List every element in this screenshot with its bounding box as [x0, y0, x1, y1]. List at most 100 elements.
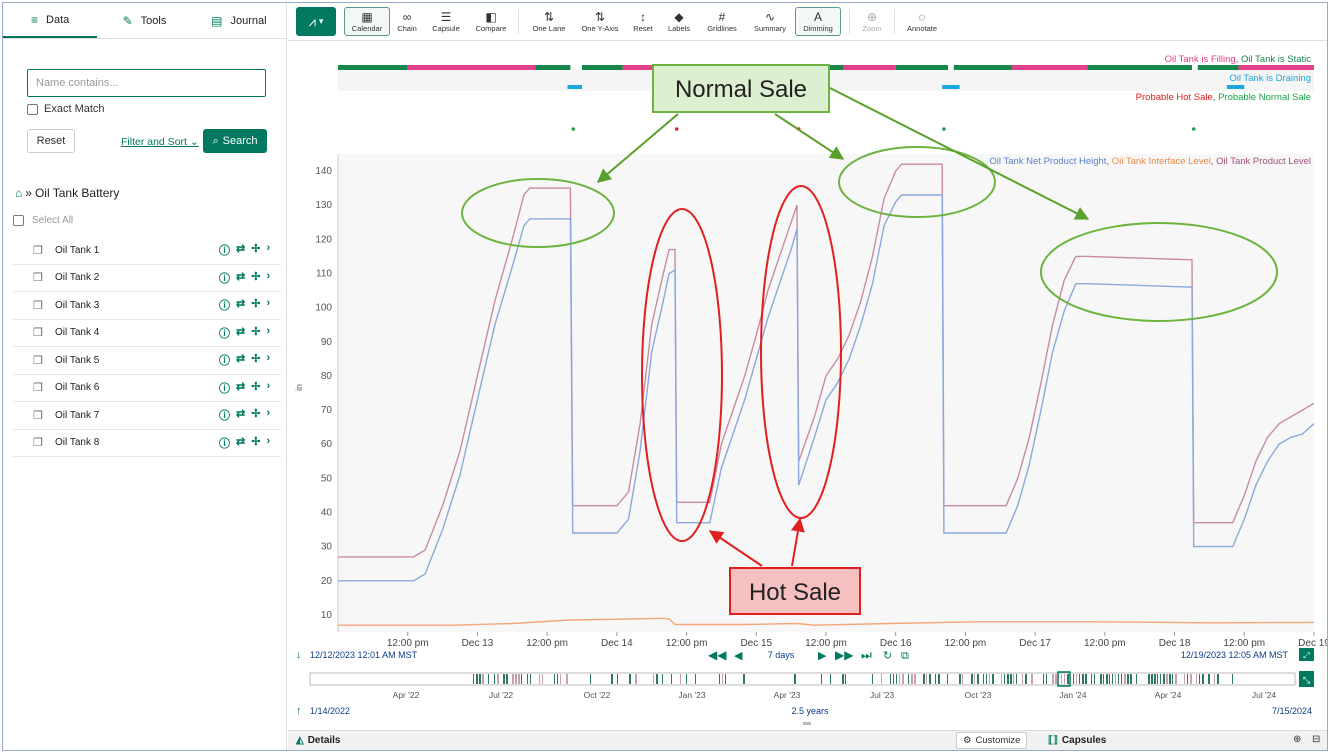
step-end-icon[interactable]: ⏭ [861, 648, 872, 662]
arrow-up-icon[interactable]: ↑ [296, 705, 302, 717]
breadcrumb[interactable]: ⌂ » Oil Tank Battery [15, 186, 119, 200]
overview-strip[interactable]: ⤡ [309, 671, 1314, 687]
pin-icon[interactable]: ✢ [251, 243, 261, 256]
reset-button[interactable]: Reset [27, 129, 75, 153]
minimize-icon[interactable]: ⊟ [1312, 734, 1321, 745]
sale-capsule-dot[interactable] [571, 127, 576, 131]
copy-range-icon[interactable]: ⧉ [901, 650, 909, 662]
capsule-segment[interactable] [1238, 65, 1314, 70]
chart-type-button[interactable]: ⩘ ▾ [296, 7, 336, 36]
labels-button[interactable]: ◆ Labels [664, 7, 694, 36]
swap-icon[interactable]: ⇄ [236, 298, 246, 311]
list-item[interactable]: ❒ Oil Tank 8 ⓘ ⇄ ✢ › [13, 430, 281, 457]
swap-icon[interactable]: ⇄ [236, 380, 246, 393]
capsule-segment[interactable] [535, 65, 571, 70]
sale-capsule-dot[interactable] [1191, 127, 1196, 131]
chain-button[interactable]: ∞ Chain [394, 7, 420, 36]
step-forward-full-icon[interactable]: ▶▶ [835, 648, 854, 662]
overview-track[interactable] [309, 672, 1296, 686]
info-icon[interactable]: ⓘ [219, 437, 230, 450]
pin-icon[interactable]: ✢ [251, 353, 261, 366]
info-icon[interactable]: ⓘ [219, 382, 230, 395]
tab-tools[interactable]: ✎ Tools [97, 3, 191, 38]
chevron-right-icon[interactable]: › [266, 407, 271, 420]
search-button[interactable]: ⌕ Search [203, 129, 267, 153]
list-item[interactable]: ❒ Oil Tank 1 ⓘ ⇄ ✢ › [13, 237, 281, 265]
trend-chart[interactable]: Oil Tank is Filling, Oil Tank is Static … [288, 41, 1328, 730]
filter-sort-link[interactable]: Filter and Sort ⌄ [121, 136, 199, 148]
investigate-duration[interactable]: 2.5 years [791, 706, 829, 716]
overview-zoom-button[interactable] [1299, 671, 1314, 687]
home-icon[interactable]: ⌂ [15, 186, 23, 200]
info-icon[interactable]: ⓘ [219, 272, 230, 285]
list-item[interactable]: ❒ Oil Tank 7 ⓘ ⇄ ✢ › [13, 402, 281, 430]
display-start-time[interactable]: 12/12/2023 12:01 AM MST [310, 650, 418, 660]
exact-match[interactable]: Exact Match [27, 103, 105, 115]
pin-icon[interactable]: ✢ [251, 380, 261, 393]
capsules-pane-toggle[interactable]: ⟦⟧ Capsules [1048, 735, 1106, 746]
chevron-right-icon[interactable]: › [266, 242, 271, 255]
chevron-right-icon[interactable]: › [266, 379, 271, 392]
drain-capsule[interactable] [567, 85, 582, 89]
expand-button[interactable] [1299, 648, 1314, 661]
step-back-icon[interactable]: ◀ [734, 650, 743, 662]
step-forward-icon[interactable]: ▶ [818, 650, 827, 662]
info-icon[interactable]: ⓘ [219, 355, 230, 368]
pin-icon[interactable]: ✢ [251, 408, 261, 421]
display-end-time[interactable]: 12/19/2023 12:05 AM MST [1181, 650, 1289, 660]
series-line-oil-tank-net-product-height[interactable] [338, 194, 1315, 582]
list-item[interactable]: ❒ Oil Tank 6 ⓘ ⇄ ✢ › [13, 375, 281, 402]
compare-button[interactable]: ◧ Compare [472, 7, 510, 36]
capsule-segment[interactable] [843, 65, 896, 70]
chevron-right-icon[interactable]: › [266, 297, 271, 310]
resize-handle[interactable] [803, 722, 811, 725]
pin-icon[interactable]: ✢ [251, 435, 261, 448]
info-icon[interactable]: ⓘ [219, 245, 230, 258]
chevron-right-icon[interactable]: › [266, 269, 271, 282]
capsule-segment[interactable] [953, 65, 1012, 70]
swap-icon[interactable]: ⇄ [236, 243, 246, 256]
zoom-in-icon[interactable]: ⊕ [1293, 734, 1302, 745]
customize-button[interactable]: ⚙ Customize [956, 732, 1028, 749]
sale-capsule-dot[interactable] [942, 127, 946, 131]
chevron-right-icon[interactable]: › [266, 434, 271, 447]
exact-match-checkbox[interactable] [27, 103, 38, 115]
sale-capsule-dot[interactable] [674, 127, 679, 131]
details-pane-toggle[interactable]: ◭ Details [296, 735, 341, 746]
swap-icon[interactable]: ⇄ [236, 408, 246, 421]
capsule-segment[interactable] [1011, 65, 1088, 70]
one-y-axis-button[interactable]: ⇅ One Y-Axis [578, 7, 622, 36]
capsule-button[interactable]: ☰ Capsule [428, 7, 464, 36]
investigate-start[interactable]: 1/14/2022 [310, 706, 350, 716]
capsule-segment[interactable] [582, 65, 623, 70]
chevron-right-icon[interactable]: › [266, 324, 271, 337]
investigate-end[interactable]: 7/15/2024 [1272, 706, 1312, 716]
annotate-button[interactable]: ◌ Annotate [902, 7, 942, 36]
capsule-segment[interactable] [1087, 65, 1192, 70]
info-icon[interactable]: ⓘ [219, 300, 230, 313]
arrow-down-icon[interactable]: ↓ [296, 649, 302, 661]
pin-icon[interactable]: ✢ [251, 298, 261, 311]
info-icon[interactable]: ⓘ [219, 410, 230, 423]
swap-icon[interactable]: ⇄ [236, 325, 246, 338]
series-line-oil-tank-interface-level[interactable] [338, 617, 1315, 626]
swap-icon[interactable]: ⇄ [236, 270, 246, 283]
gridlines-button[interactable]: # Gridlines [704, 7, 740, 36]
swap-icon[interactable]: ⇄ [236, 353, 246, 366]
pin-icon[interactable]: ✢ [251, 325, 261, 338]
chevron-right-icon[interactable]: › [266, 352, 271, 365]
calendar-button[interactable]: ▦ Calendar [344, 7, 390, 36]
swap-icon[interactable]: ⇄ [236, 435, 246, 448]
capsule-segment[interactable] [622, 65, 670, 70]
refresh-icon[interactable]: ↻ [883, 650, 892, 662]
list-item[interactable]: ❒ Oil Tank 2 ⓘ ⇄ ✢ › [13, 265, 281, 292]
select-all-checkbox[interactable] [13, 215, 24, 226]
tab-data[interactable]: ≡ Data [3, 3, 98, 38]
info-icon[interactable]: ⓘ [219, 327, 230, 340]
pin-icon[interactable]: ✢ [251, 270, 261, 283]
summary-button[interactable]: ∿ Summary [750, 7, 790, 36]
zoom-button[interactable]: ⊕ Zoom [858, 7, 886, 36]
one-lane-button[interactable]: ⇅ One Lane [530, 7, 568, 36]
display-duration[interactable]: 7 days [768, 650, 795, 660]
tab-journal[interactable]: ▤ Journal [192, 3, 286, 38]
